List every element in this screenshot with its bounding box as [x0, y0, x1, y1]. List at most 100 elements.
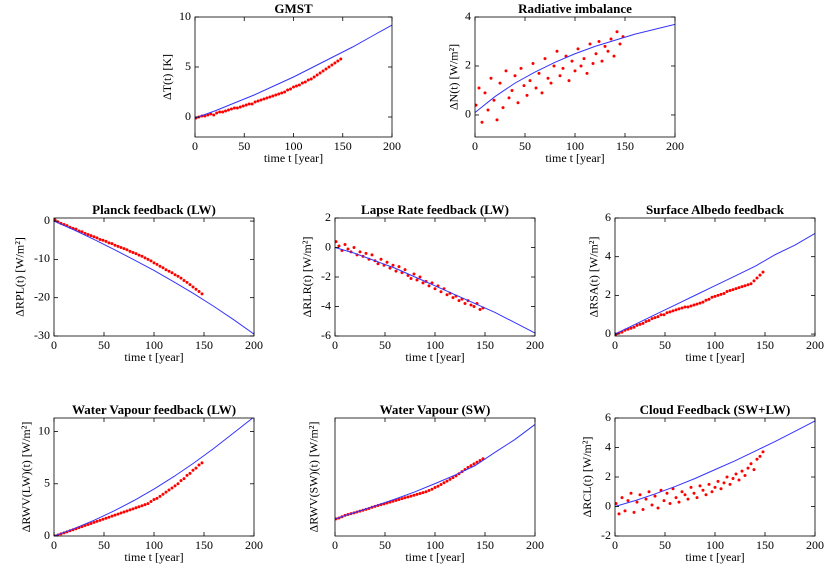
x-tick-label: 100 — [706, 338, 724, 352]
scatter-point — [318, 71, 322, 75]
scatter-point — [179, 479, 183, 483]
scatter-point — [415, 278, 419, 282]
scatter-point — [486, 108, 490, 112]
x-tick-label: 200 — [526, 338, 544, 352]
scatter-point — [623, 509, 627, 513]
scatter-point — [421, 491, 425, 495]
axes-frame — [474, 16, 676, 138]
scatter-point — [716, 293, 720, 297]
scatter-point — [609, 37, 613, 41]
scatter-point — [683, 493, 687, 497]
scatter-point — [576, 47, 580, 51]
scatter-point — [445, 479, 449, 483]
scatter-point — [433, 287, 437, 291]
scatter-point — [475, 460, 479, 464]
fit-line — [615, 420, 815, 507]
scatter-point — [448, 477, 452, 481]
scatter-point — [540, 91, 544, 95]
scatter-point — [209, 112, 213, 116]
scatter-point — [537, 71, 541, 75]
x-tick-label: 100 — [706, 538, 724, 552]
y-tick-label: -6 — [321, 328, 331, 342]
panel-title: Lapse Rate feedback (LW) — [361, 202, 509, 217]
y-tick-label: 2 — [605, 287, 611, 301]
x-tick-label: 0 — [192, 139, 198, 153]
scatter-point — [424, 490, 428, 494]
scatter-point — [394, 269, 398, 273]
y-tick-label: 10 — [179, 9, 191, 23]
y-tick-label: 0 — [44, 528, 50, 542]
scatter-point — [292, 85, 295, 89]
x-tick-label: 200 — [526, 538, 544, 552]
scatter-point — [161, 266, 165, 270]
scatter-point — [167, 269, 171, 273]
scatter-point — [113, 243, 117, 247]
scatter-point — [641, 507, 645, 511]
scatter-point — [336, 59, 340, 63]
scatter-point — [385, 260, 389, 264]
scatter-point — [665, 491, 669, 495]
scatter-point — [671, 309, 675, 313]
x-axis-label: time t [year] — [405, 350, 464, 364]
scatter-point — [531, 62, 535, 66]
scatter-point — [403, 496, 407, 500]
panel: 0 50 100 150 200 -6 -4 -2 0 2 Lapse Rate feedback … — [300, 202, 544, 364]
scatter-point — [101, 238, 105, 242]
scatter-point — [662, 313, 666, 317]
y-tick-label: 6 — [605, 210, 611, 224]
scatter-point — [707, 297, 711, 301]
scatter-point — [457, 299, 461, 303]
scatter-point — [170, 486, 174, 490]
scatter-point — [758, 273, 762, 277]
y-axis-label: ΔRLR(t) [W/m²] — [300, 237, 314, 318]
scatter-point — [478, 307, 482, 311]
scatter-point — [149, 259, 153, 263]
scatter-point — [161, 492, 165, 496]
y-tick-label: 0 — [44, 213, 50, 227]
scatter-point — [352, 246, 356, 249]
scatter-point — [297, 83, 301, 87]
scatter-point — [164, 268, 168, 272]
scatter-point — [104, 239, 108, 243]
scatter-point — [489, 76, 493, 80]
scatter-point — [558, 74, 562, 78]
scatter-point — [570, 59, 574, 63]
scatter-point — [418, 275, 422, 279]
scatter-point — [206, 113, 210, 117]
scatter-point — [522, 84, 526, 88]
scatter-point — [749, 282, 753, 286]
scatter-point — [294, 84, 298, 88]
y-tick-label: -10 — [34, 251, 50, 265]
y-axis-label: ΔT(t) [K] — [160, 54, 174, 100]
x-axis-label: time t [year] — [405, 550, 464, 564]
scatter-point — [370, 253, 374, 257]
y-axis-label: ΔRWV(LW)(t) [W/m²] — [19, 422, 33, 533]
y-axis-label: ΔRWV(SW)(t) [W/m²] — [306, 422, 320, 533]
scatter-point — [194, 466, 198, 470]
scatter-point — [226, 108, 230, 112]
scatter-point — [477, 86, 481, 90]
scatter-point — [698, 301, 702, 305]
scatter-point — [647, 319, 651, 323]
scatter-point — [641, 321, 645, 325]
scatter-point — [749, 462, 753, 466]
scatter-point — [119, 246, 123, 249]
scatter-point — [191, 468, 195, 472]
scatter-point — [286, 88, 290, 92]
scatter-point — [98, 518, 102, 522]
scatter-point — [128, 249, 132, 253]
y-axis-label: ΔN(t) [W/m²] — [446, 44, 460, 110]
scatter-point — [250, 102, 254, 106]
y-axis-label: ΔRCL(t) [W/m²] — [580, 437, 594, 518]
scatter-point — [335, 240, 338, 244]
scatter-point — [191, 285, 195, 289]
scatter-point — [427, 284, 431, 288]
scatter-point — [92, 235, 96, 239]
scatter-point — [259, 98, 263, 102]
scatter-point — [107, 241, 111, 245]
scatter-point — [83, 231, 87, 235]
scatter-point — [176, 274, 180, 278]
x-tick-label: 50 — [238, 139, 250, 153]
y-tick-label: 0 — [605, 498, 611, 512]
scatter-point — [668, 502, 672, 506]
